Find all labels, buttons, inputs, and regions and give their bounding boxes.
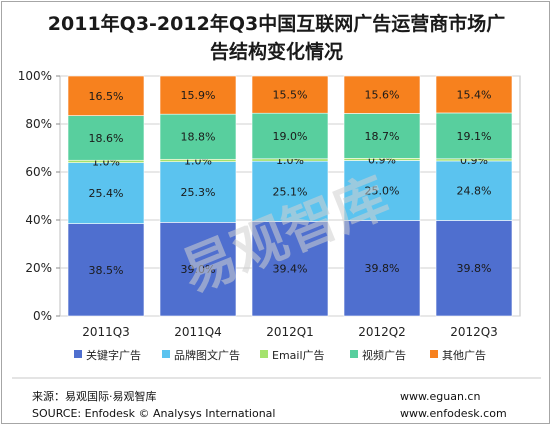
data-label: 19.1% (457, 130, 492, 143)
bar-segment (159, 222, 237, 317)
bar-segment (343, 160, 421, 221)
legend-label: 品牌图文广告 (174, 348, 240, 362)
y-tick-label: 60% (25, 165, 52, 179)
data-label: 25.1% (273, 185, 308, 198)
legend-label: 关键字广告 (86, 348, 141, 362)
bar-segment (435, 220, 513, 317)
data-label: 19.0% (273, 130, 308, 143)
bar-segment (251, 221, 329, 317)
data-label: 16.5% (89, 90, 124, 103)
x-tick-label: 2011Q3 (82, 325, 130, 339)
data-label: 25.3% (181, 186, 216, 199)
bar-segment (251, 160, 329, 222)
bar-segment (159, 113, 237, 160)
data-label: 25.4% (89, 187, 124, 200)
bar-segment (159, 75, 237, 115)
bar-segment (343, 113, 421, 159)
legend-swatch (260, 350, 268, 358)
url-enfodesk: www.enfodesk.com (400, 407, 507, 420)
bar-segment (67, 75, 145, 116)
legend-swatch (350, 350, 358, 358)
bar-segment (251, 75, 329, 114)
legend-swatch (74, 350, 82, 358)
data-label: 18.8% (181, 131, 216, 144)
chart-title: 2011年Q3-2012年Q3中国互联网广告运营商市场广 告结构变化情况 (2, 10, 551, 66)
bar-segment (67, 115, 145, 161)
x-tick-label: 2011Q4 (174, 325, 222, 339)
data-label: 15.9% (181, 89, 216, 102)
y-tick-label: 20% (25, 261, 52, 275)
chart-title-line-1: 2011年Q3-2012年Q3中国互联网广告运营商市场广 (47, 13, 506, 35)
data-label: 15.5% (273, 89, 308, 102)
data-label: 39.4% (273, 263, 308, 276)
y-tick-label: 100% (18, 69, 52, 83)
data-label: 25.0% (365, 184, 400, 197)
data-label: 39.8% (457, 262, 492, 275)
bar-segment (435, 160, 513, 221)
x-tick-label: 2012Q2 (358, 325, 406, 339)
bar-segment (435, 75, 513, 114)
chart-title-line-2: 告结构变化情况 (209, 41, 343, 63)
bar-segment (67, 223, 145, 317)
data-label: 38.5% (89, 264, 124, 277)
bar-segment (343, 75, 421, 114)
legend-label: Email广告 (272, 349, 325, 362)
x-tick-label: 2012Q3 (450, 325, 498, 339)
source-en: SOURCE: Enfodesk © Analysys Internationa… (32, 407, 276, 420)
data-label: 39.8% (365, 262, 400, 275)
data-label: 18.6% (89, 132, 124, 145)
y-tick-label: 40% (25, 213, 52, 227)
data-label: 39.0% (181, 263, 216, 276)
data-label: 15.6% (365, 89, 400, 102)
y-tick-label: 0% (33, 309, 52, 323)
legend-swatch (430, 350, 438, 358)
y-tick-label: 80% (25, 117, 52, 131)
bar-segment (67, 162, 145, 224)
legend-label: 其他广告 (442, 349, 486, 362)
bar-segment (435, 112, 513, 160)
legend-label: 视频广告 (362, 348, 406, 362)
url-eguan: www.eguan.cn (400, 390, 481, 403)
data-label: 24.8% (457, 185, 492, 198)
bar-segment (251, 112, 329, 160)
data-label: 15.4% (457, 88, 492, 101)
data-label: 18.7% (365, 130, 400, 143)
x-tick-label: 2012Q1 (266, 325, 314, 339)
bar-segment (159, 161, 237, 223)
source-cn: 来源：易观国际·易观智库 (32, 390, 157, 403)
legend-swatch (162, 350, 170, 358)
